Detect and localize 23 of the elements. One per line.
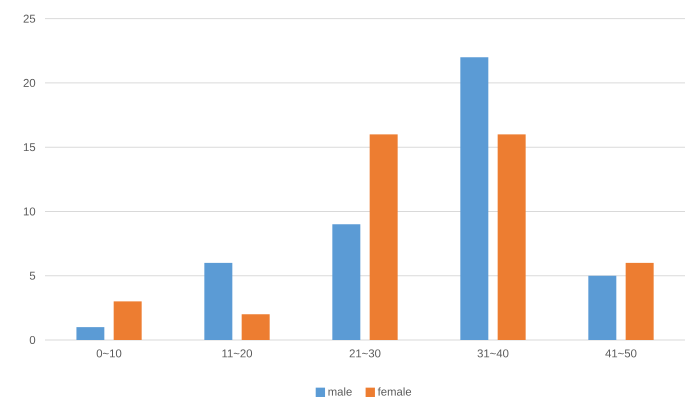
bar <box>76 327 104 340</box>
x-tick-label: 11~20 <box>222 349 252 358</box>
legend-label: male <box>328 387 352 396</box>
y-tick-label: 0 <box>30 336 36 344</box>
bar <box>204 262 232 340</box>
y-tick-label: 25 <box>24 14 36 23</box>
bar <box>242 314 270 340</box>
y-tick-label: 5 <box>30 272 36 280</box>
x-tick-label: 21~30 <box>350 349 380 358</box>
bar <box>370 134 398 340</box>
bar <box>114 301 142 340</box>
bar <box>498 134 526 340</box>
legend-label: female <box>378 387 412 396</box>
y-tick-label: 20 <box>24 78 36 87</box>
bar <box>332 224 360 340</box>
bar <box>626 262 654 340</box>
bar <box>460 57 488 340</box>
x-tick-label: 41~50 <box>605 349 636 358</box>
y-tick-label: 15 <box>24 143 36 152</box>
x-tick-label: 31~40 <box>478 349 508 358</box>
x-tick-label: 0~10 <box>96 349 122 358</box>
y-tick-label: 10 <box>24 207 36 216</box>
bar <box>588 276 616 340</box>
